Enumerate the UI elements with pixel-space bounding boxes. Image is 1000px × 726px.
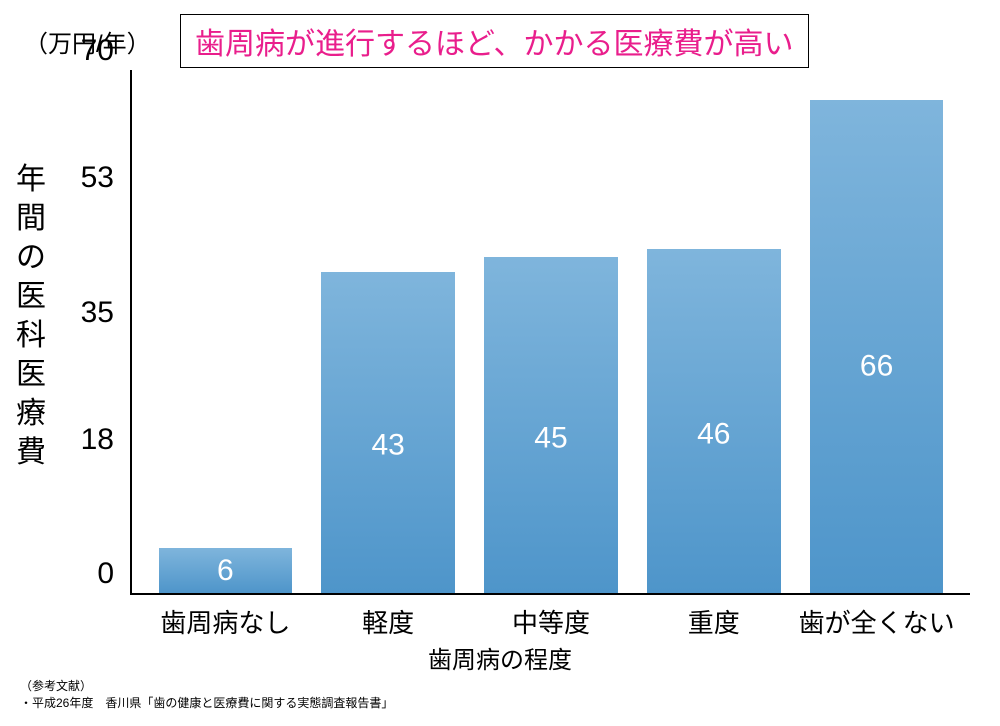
y-tick: 0 xyxy=(97,557,114,591)
bar-value: 45 xyxy=(534,421,567,455)
bar: 43 xyxy=(321,272,454,593)
bar-value: 43 xyxy=(372,429,405,463)
chart-title: 歯周病が進行するほど、かかる医療費が高い xyxy=(180,14,809,68)
plot-area: 0 18 35 53 70 6 歯周病なし 43 軽度 45 中等度 46 重度 xyxy=(130,70,970,595)
x-tick-label: 歯が全くない xyxy=(799,603,955,640)
bar-value: 66 xyxy=(860,350,893,384)
x-tick-label: 歯周病なし xyxy=(160,603,290,640)
x-tick-label: 中等度 xyxy=(512,603,590,640)
footnote-line: ・平成26年度 香川県「歯の健康と医療費に関する実態調査報告書」 xyxy=(20,695,393,712)
x-axis-label: 歯周病の程度 xyxy=(0,640,1000,675)
x-tick-label: 重度 xyxy=(688,603,740,640)
footnote: （参考文献） ・平成26年度 香川県「歯の健康と医療費に関する実態調査報告書」 xyxy=(20,678,393,712)
x-tick-label: 軽度 xyxy=(362,603,414,640)
bars-container: 6 歯周病なし 43 軽度 45 中等度 46 重度 66 歯が全くな xyxy=(132,70,970,593)
y-tick: 53 xyxy=(81,161,114,195)
y-tick: 18 xyxy=(81,423,114,457)
footnote-line: （参考文献） xyxy=(20,678,393,695)
y-tick: 70 xyxy=(81,34,114,68)
bar-value: 46 xyxy=(697,418,730,452)
bar-value: 6 xyxy=(217,554,234,588)
bar-slot: 45 中等度 xyxy=(470,70,633,593)
bar-slot: 43 軽度 xyxy=(307,70,470,593)
bar-slot: 46 重度 xyxy=(632,70,795,593)
bar: 46 xyxy=(647,249,780,593)
bar: 45 xyxy=(484,257,617,593)
bar: 6 xyxy=(159,548,292,593)
bar: 66 xyxy=(810,100,943,593)
y-tick: 35 xyxy=(81,296,114,330)
y-axis-label: 年間の医科医療費 xyxy=(14,160,48,472)
bar-slot: 6 歯周病なし xyxy=(144,70,307,593)
bar-slot: 66 歯が全くない xyxy=(795,70,958,593)
